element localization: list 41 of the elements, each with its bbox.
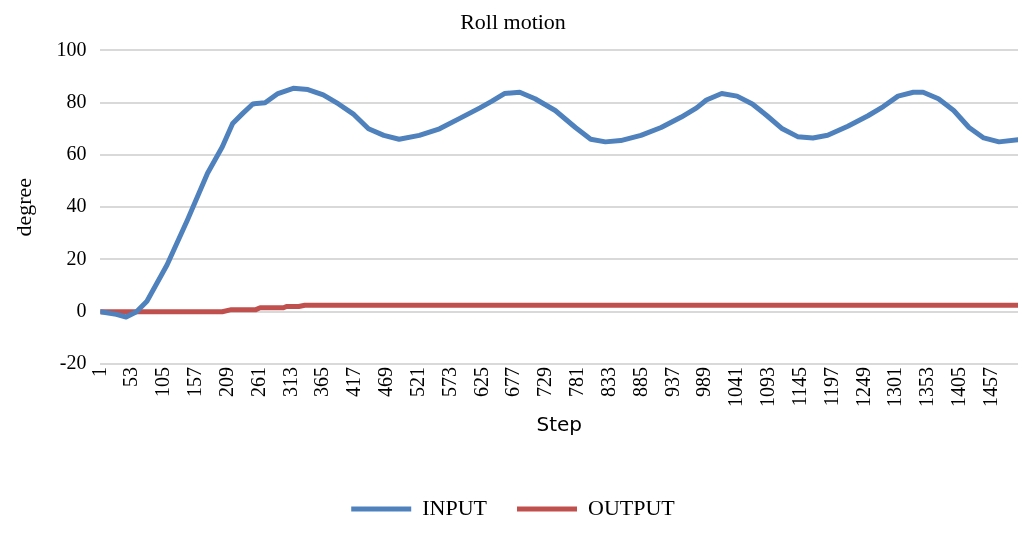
x-tick-label: 885 [628,367,651,397]
x-tick-label: 1353 [915,367,938,407]
y-tick-label: 0 [76,298,87,321]
chart-title: Roll motion [460,8,566,34]
x-tick-label: 937 [660,367,683,397]
x-tick-label: 1301 [883,367,906,407]
x-tick-label: 1041 [724,367,747,407]
x-tick-label: 313 [278,367,301,397]
x-tick-label: 261 [246,367,269,397]
x-tick-label: 1457 [978,367,1001,407]
y-tick-label: 60 [66,142,87,165]
y-axis-title: degree [10,177,36,237]
x-tick-label: 1197 [819,367,842,407]
y-tick-label: 40 [66,194,87,217]
x-tick-label: 1249 [851,367,874,407]
x-tick-label: 833 [596,367,619,397]
x-tick-label: 1093 [756,367,779,407]
y-tick-label: 100 [56,37,87,60]
x-tick-label: 469 [374,367,397,397]
x-tick-label: 781 [565,367,588,397]
x-tick-label: 521 [405,367,428,397]
x-tick-label: 1 [87,367,110,377]
x-tick-label: 573 [437,367,460,397]
legend-label: OUTPUT [588,494,676,520]
x-tick-label: 1145 [787,367,810,407]
x-tick-label: 1405 [947,367,970,407]
x-tick-label: 729 [533,367,556,397]
y-tick-label: 80 [66,89,87,112]
x-tick-label: 157 [183,367,206,397]
x-tick-label: 365 [310,367,333,397]
y-tick-label: -20 [59,351,87,374]
x-tick-label: 105 [151,367,174,397]
x-tick-label: 53 [119,367,142,387]
x-tick-label: 625 [469,367,492,397]
x-tick-label: 989 [692,367,715,397]
x-tick-label: 677 [501,367,524,397]
x-axis-title: Step [536,412,582,437]
y-tick-label: 20 [66,246,87,269]
legend-label: INPUT [422,494,488,520]
x-tick-label: 209 [214,367,237,397]
x-tick-label: 417 [342,367,365,397]
